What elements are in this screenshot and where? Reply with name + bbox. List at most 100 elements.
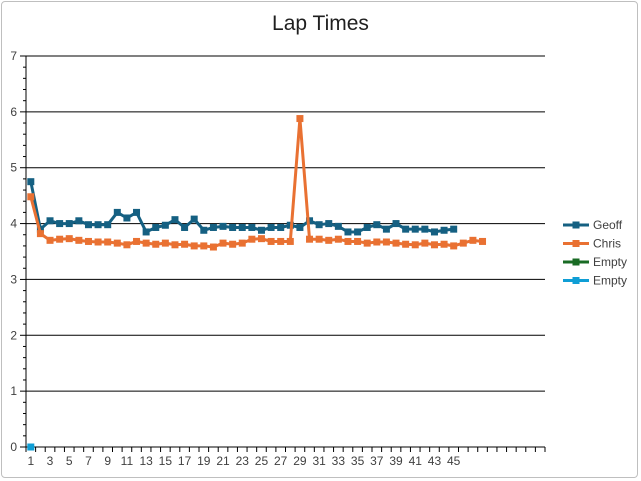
data-point xyxy=(200,226,208,234)
data-point xyxy=(344,228,352,236)
data-point xyxy=(161,239,169,247)
data-point xyxy=(277,223,285,231)
x-tick-label-35: 35 xyxy=(351,454,365,468)
y-tick-label-0: 0 xyxy=(10,440,17,454)
legend-swatch-marker xyxy=(572,258,580,266)
data-point xyxy=(152,223,160,231)
legend-entry-2: Empty xyxy=(563,255,627,269)
y-tick-label-4: 4 xyxy=(10,217,17,231)
y-tick-label-1: 1 xyxy=(10,384,17,398)
data-point xyxy=(84,221,92,229)
data-point xyxy=(238,223,246,231)
data-point xyxy=(75,236,83,244)
data-point xyxy=(277,237,285,245)
data-point xyxy=(411,225,419,233)
axes xyxy=(20,55,546,452)
data-point xyxy=(123,214,131,222)
legend-label: Geoff xyxy=(593,218,623,232)
data-point xyxy=(113,208,121,216)
data-point xyxy=(46,236,54,244)
data-point xyxy=(94,238,102,246)
data-point xyxy=(56,235,64,243)
y-tick-label-3: 3 xyxy=(10,272,17,286)
data-point xyxy=(440,240,448,248)
data-point xyxy=(469,236,477,244)
x-tick-label-21: 21 xyxy=(216,454,230,468)
data-point xyxy=(334,235,342,243)
x-tick-label-13: 13 xyxy=(139,454,153,468)
legend-entry-3: Empty xyxy=(563,274,627,288)
data-point xyxy=(382,225,390,233)
data-point xyxy=(267,237,275,245)
legend-entry-1: Chris xyxy=(563,237,621,251)
data-point xyxy=(392,220,400,228)
x-tick-label-27: 27 xyxy=(274,454,288,468)
x-tick-label-33: 33 xyxy=(332,454,346,468)
x-tick-label-17: 17 xyxy=(178,454,192,468)
x-tick-label-11: 11 xyxy=(121,454,134,468)
data-point xyxy=(354,237,362,245)
data-point xyxy=(450,242,458,250)
x-tick-label-5: 5 xyxy=(66,454,73,468)
legend-swatch-marker xyxy=(572,240,580,247)
data-point xyxy=(229,240,237,248)
data-point xyxy=(430,228,438,236)
x-tick-label-9: 9 xyxy=(104,454,111,468)
x-tick-label-31: 31 xyxy=(312,454,326,468)
data-point xyxy=(46,217,54,225)
x-tick-label-25: 25 xyxy=(255,454,269,468)
data-point xyxy=(161,221,169,229)
legend-label: Empty xyxy=(593,255,627,269)
data-point xyxy=(94,221,102,229)
chart-title: Lap Times xyxy=(272,12,369,35)
data-point xyxy=(113,239,121,247)
data-point xyxy=(421,225,429,233)
legend-swatch-marker xyxy=(572,221,580,229)
data-point xyxy=(152,240,160,248)
y-tick-label-7: 7 xyxy=(10,49,17,63)
data-point xyxy=(315,235,323,243)
legend-swatch-marker xyxy=(572,277,580,284)
data-point xyxy=(334,222,342,230)
x-tick-label-43: 43 xyxy=(428,454,442,468)
x-axis-ticks: 1 3 5 7 9 11 13 15 17 19 21 23 25 27 29 31 33 35 37 39 41 43 4… xyxy=(27,454,460,468)
y-tick-label-5: 5 xyxy=(10,161,17,175)
data-point xyxy=(296,223,304,231)
data-point xyxy=(373,221,381,229)
x-tick-label-3: 3 xyxy=(47,454,54,468)
data-point xyxy=(75,217,83,225)
data-point xyxy=(133,208,141,216)
data-point xyxy=(142,228,150,236)
data-point xyxy=(363,223,371,231)
y-tick-label-6: 6 xyxy=(10,105,17,119)
data-point xyxy=(84,237,92,245)
data-point xyxy=(267,223,275,231)
x-tick-label-7: 7 xyxy=(85,454,92,468)
data-point xyxy=(56,220,64,228)
y-tick-label-2: 2 xyxy=(10,328,17,342)
x-tick-label-45: 45 xyxy=(447,454,461,468)
data-point xyxy=(479,237,487,245)
data-point xyxy=(142,239,150,247)
data-point xyxy=(325,220,333,228)
data-point xyxy=(181,223,189,231)
data-point xyxy=(200,242,208,250)
data-point xyxy=(36,230,44,238)
data-point xyxy=(27,443,35,451)
data-point xyxy=(459,239,467,247)
x-tick-label-23: 23 xyxy=(236,454,250,468)
data-point xyxy=(325,236,333,244)
data-point xyxy=(171,241,179,249)
data-point xyxy=(219,222,227,230)
data-point xyxy=(421,239,429,247)
data-point xyxy=(190,242,198,250)
data-point xyxy=(238,239,246,247)
data-point xyxy=(65,235,73,243)
data-point xyxy=(411,241,419,249)
legend: Geoff Chris Empty Empty xyxy=(563,218,627,288)
data-point xyxy=(440,226,448,234)
data-point xyxy=(248,235,256,243)
data-point xyxy=(104,221,112,229)
data-point xyxy=(257,226,265,234)
data-point xyxy=(344,237,352,245)
